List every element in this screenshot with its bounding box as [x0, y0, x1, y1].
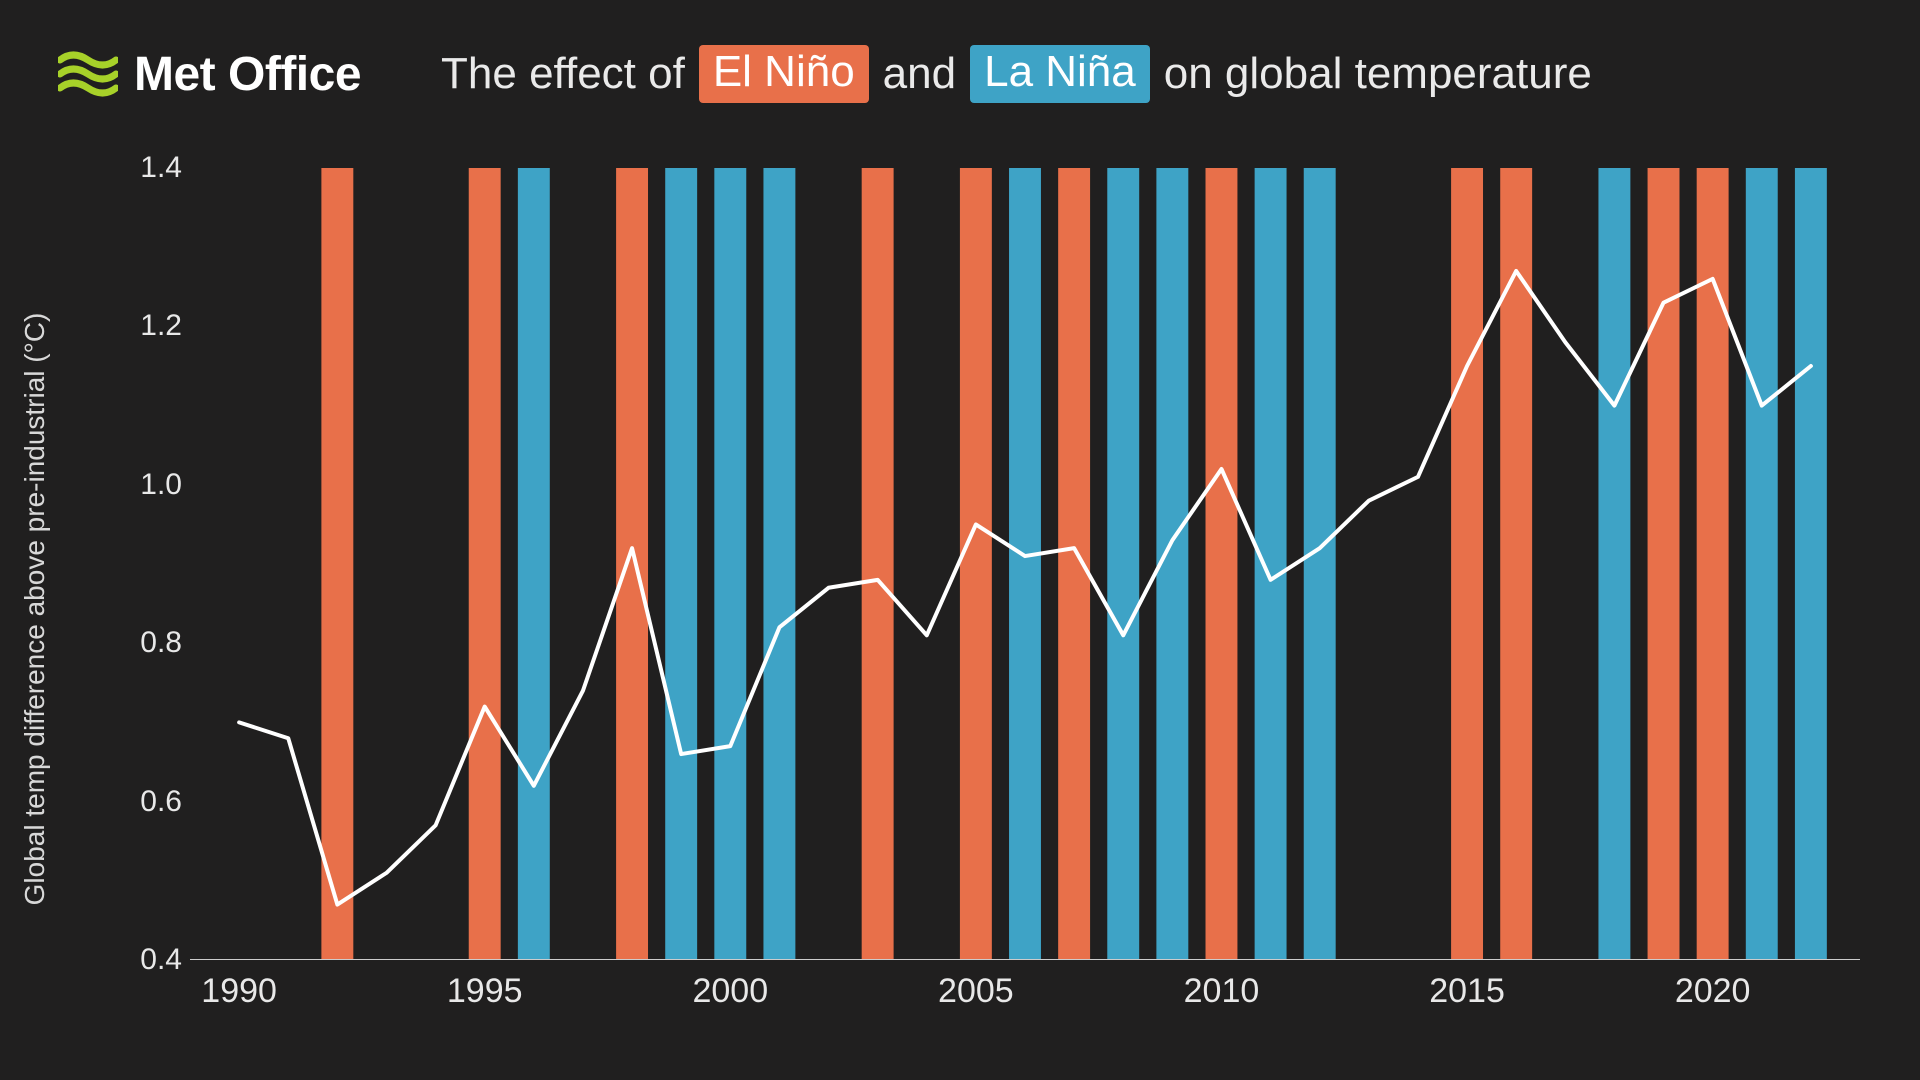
y-tick-label: 0.4: [140, 943, 182, 977]
lanina-badge: La Niña: [970, 45, 1150, 103]
brand-name: Met Office: [134, 47, 361, 102]
page-root: Met Office The effect of El Niño and La …: [0, 0, 1920, 1080]
plot-region: [190, 168, 1860, 960]
elnino-bar: [1206, 168, 1238, 960]
brand-logo: Met Office: [58, 47, 361, 102]
header: Met Office The effect of El Niño and La …: [58, 34, 1862, 114]
lanina-bar: [1255, 168, 1287, 960]
y-tick-label: 1.2: [140, 309, 182, 343]
y-tick-label: 0.8: [140, 626, 182, 660]
lanina-bar: [1795, 168, 1827, 960]
lanina-bar: [714, 168, 746, 960]
title-prefix: The effect of: [441, 49, 685, 99]
x-tick-label: 2020: [1675, 972, 1751, 1011]
lanina-bar: [1107, 168, 1139, 960]
x-tick-label: 1990: [201, 972, 277, 1011]
elnino-bar: [862, 168, 894, 960]
x-tick-label: 2010: [1184, 972, 1260, 1011]
elnino-bar: [1451, 168, 1483, 960]
lanina-bar: [518, 168, 550, 960]
lanina-bar: [1598, 168, 1630, 960]
chart-area: Global temp difference above pre-industr…: [70, 168, 1870, 1050]
y-tick-label: 0.6: [140, 785, 182, 819]
x-tick-label: 2005: [938, 972, 1014, 1011]
title-mid: and: [883, 49, 956, 99]
elnino-bar: [616, 168, 648, 960]
elnino-bar: [1648, 168, 1680, 960]
elnino-bar: [469, 168, 501, 960]
lanina-bar: [1009, 168, 1041, 960]
x-tick-label: 2015: [1429, 972, 1505, 1011]
lanina-bar: [763, 168, 795, 960]
y-axis-title: Global temp difference above pre-industr…: [19, 313, 51, 906]
chart-title: The effect of El Niño and La Niña on glo…: [441, 45, 1592, 103]
x-tick-label: 2000: [692, 972, 768, 1011]
y-tick-label: 1.0: [140, 468, 182, 502]
lanina-bar: [665, 168, 697, 960]
elnino-bar: [960, 168, 992, 960]
elnino-bar: [1697, 168, 1729, 960]
chart-svg: [190, 168, 1860, 960]
y-tick-label: 1.4: [140, 151, 182, 185]
lanina-bar: [1304, 168, 1336, 960]
elnino-bar: [321, 168, 353, 960]
logo-wave-icon: [58, 48, 118, 100]
lanina-bar: [1746, 168, 1778, 960]
x-tick-label: 1995: [447, 972, 523, 1011]
elnino-badge: El Niño: [699, 45, 869, 103]
title-suffix: on global temperature: [1164, 49, 1592, 99]
